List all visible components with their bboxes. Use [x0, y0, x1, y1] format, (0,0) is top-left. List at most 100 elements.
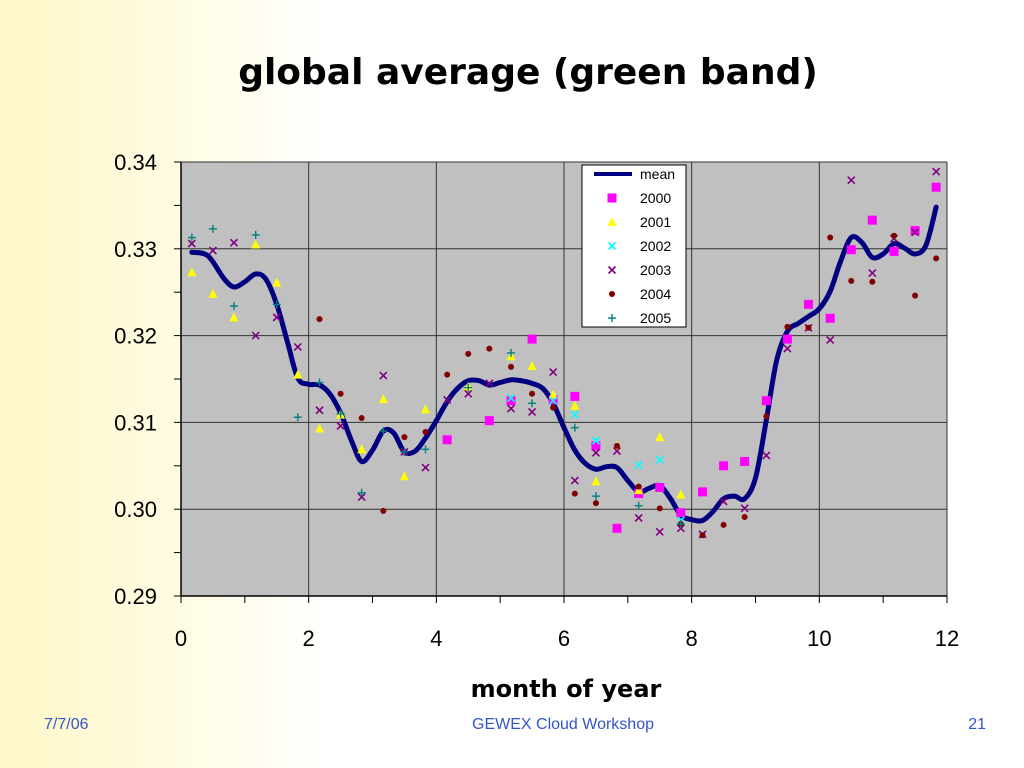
- point-2003: [591, 448, 600, 457]
- mean-point: [359, 459, 364, 464]
- mean-point: [370, 447, 375, 453]
- point-2000: [570, 391, 580, 401]
- point-2004: [550, 404, 557, 411]
- x-tick-label: 6: [558, 626, 570, 651]
- mean-point: [859, 240, 865, 245]
- point-2005: [421, 445, 430, 454]
- point-2005: [676, 519, 685, 528]
- point-2004: [571, 490, 578, 497]
- point-2005: [634, 501, 643, 510]
- point-2001: [548, 389, 558, 399]
- x-marker-stroke: [911, 228, 920, 237]
- x-marker-stroke: [293, 342, 302, 351]
- legend-label-2000: 2000: [640, 190, 671, 206]
- mean-point: [838, 259, 843, 265]
- x-marker-stroke: [251, 331, 260, 340]
- x-tick-label: 4: [430, 626, 442, 651]
- legend-swatch-2005: [608, 314, 616, 322]
- x-marker-stroke: [826, 335, 835, 345]
- y-tick-label: 0.33: [114, 237, 157, 262]
- x-marker-stroke: [485, 379, 494, 388]
- point-2004: [486, 345, 493, 352]
- x-marker-stroke: [868, 269, 877, 278]
- point-2000: [442, 435, 452, 445]
- point-2001: [655, 432, 665, 442]
- mean-point: [774, 358, 779, 363]
- point-2001: [676, 489, 686, 499]
- mean-point: [529, 381, 535, 386]
- mean-point: [189, 250, 195, 255]
- mean-point: [827, 289, 833, 294]
- point-2004: [869, 278, 876, 285]
- legend-swatch-2004: [609, 291, 615, 297]
- point-2000: [867, 215, 877, 225]
- mean-point: [614, 465, 620, 470]
- point-2005: [357, 488, 366, 497]
- point-2000: [719, 461, 729, 471]
- point-2003: [762, 451, 771, 460]
- x-marker-stroke: [549, 396, 558, 405]
- mean-point: [572, 447, 578, 453]
- point-2004: [891, 232, 898, 239]
- point-2000: [655, 483, 665, 492]
- point-2004: [529, 390, 536, 397]
- x-tick-label: 10: [807, 626, 831, 651]
- point-2003: [740, 504, 749, 513]
- point-2001: [591, 476, 601, 486]
- x-marker-stroke: [272, 313, 281, 322]
- mean-point: [253, 271, 258, 277]
- x-marker-stroke: [379, 371, 388, 380]
- point-2004: [784, 323, 791, 330]
- point-2002: [591, 436, 600, 445]
- mean-point: [455, 386, 460, 391]
- legend-label-mean: mean: [640, 166, 675, 182]
- point-2004: [444, 371, 451, 378]
- point-2005: [379, 427, 388, 436]
- mean-point: [689, 517, 694, 522]
- point-2003: [676, 524, 685, 533]
- point-2000: [782, 334, 792, 344]
- series-2004: [316, 232, 940, 539]
- x-marker-stroke: [549, 367, 558, 377]
- x-marker-stroke: [506, 404, 516, 413]
- point-2004: [592, 500, 599, 507]
- point-2003: [272, 313, 281, 322]
- point-2002: [655, 455, 664, 464]
- point-2003: [847, 176, 856, 185]
- point-2004: [763, 413, 770, 420]
- mean-point: [817, 306, 822, 311]
- mean-point: [710, 509, 715, 515]
- point-2004: [337, 390, 344, 397]
- legend-label-2003: 2003: [640, 262, 671, 278]
- point-2002: [634, 460, 643, 469]
- point-2004: [635, 483, 642, 490]
- point-2003: [612, 446, 622, 456]
- x-marker-stroke: [847, 176, 856, 185]
- point-2005: [187, 233, 196, 242]
- point-2000: [761, 396, 771, 406]
- point-2000: [931, 182, 941, 192]
- y-tick-label: 0.32: [114, 324, 157, 349]
- mean-point: [466, 378, 471, 383]
- point-2001: [251, 239, 261, 249]
- point-2000: [740, 456, 750, 466]
- point-2003: [783, 344, 792, 353]
- point-2001: [315, 423, 325, 433]
- point-2000: [803, 299, 813, 309]
- mean-point: [902, 245, 907, 251]
- mean-point: [327, 391, 332, 396]
- point-2000: [676, 508, 686, 518]
- point-2002: [549, 396, 558, 405]
- mean-line: [189, 204, 939, 524]
- chart-title: global average (green band): [238, 52, 818, 93]
- x-marker-stroke: [612, 446, 622, 456]
- mean-point: [231, 284, 237, 290]
- point-2003: [464, 389, 473, 398]
- x-marker-stroke: [506, 394, 516, 403]
- legend-swatch-2000: [607, 193, 617, 203]
- x-marker-stroke: [208, 246, 217, 255]
- x-axis-title: month of year: [471, 675, 662, 703]
- point-2005: [507, 348, 516, 357]
- mean-point: [912, 251, 918, 257]
- point-2004: [720, 521, 727, 528]
